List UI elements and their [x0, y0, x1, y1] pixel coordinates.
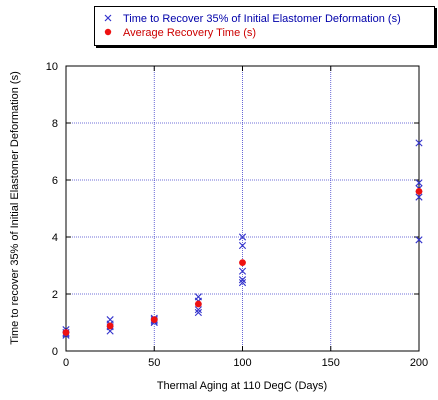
- legend-item-average: Average Recovery Time (s): [95, 26, 256, 40]
- dot-marker-icon: [95, 26, 123, 40]
- data-point-x: [415, 193, 423, 201]
- data-point-average: [106, 322, 114, 330]
- legend-item-elastomer: Time to Recover 35% of Initial Elastomer…: [95, 12, 401, 26]
- y-axis-label: Time to recover 35% of Initial Elastomer…: [9, 71, 21, 344]
- x-tick-label: 50: [148, 357, 160, 369]
- data-point-x: [238, 267, 247, 275]
- data-point-x: [238, 276, 247, 284]
- data-point-x: [415, 139, 423, 147]
- data-point-x: [194, 293, 202, 301]
- x-tick-label: 150: [322, 357, 340, 369]
- data-point-x: [194, 308, 202, 317]
- data-point-x: [106, 316, 114, 324]
- data-point-average: [62, 329, 70, 336]
- data-point-average: [239, 259, 246, 267]
- x-tick-label: 200: [410, 357, 428, 369]
- data-point-x: [194, 306, 202, 314]
- data-point-x: [415, 236, 423, 244]
- x-axis-label: Thermal Aging at 110 DegC (Days): [157, 380, 327, 392]
- legend: Time to Recover 35% of Initial Elastomer…: [94, 6, 435, 46]
- axis-ticks: 0 50 100 150 200 0 2 4 6 8 10: [46, 61, 428, 369]
- legend-label-average: Average Recovery Time (s): [123, 27, 257, 39]
- y-tick-label: 8: [52, 118, 58, 130]
- y-tick-label: 4: [52, 232, 58, 244]
- data-point-average: [194, 300, 202, 308]
- grid-lines: [66, 66, 419, 351]
- y-tick-label: 2: [52, 289, 58, 301]
- data-marks: [62, 139, 423, 339]
- data-point-x: [238, 279, 247, 287]
- data-point-average: [150, 316, 158, 324]
- x-marker-icon: [95, 12, 123, 26]
- data-point-average: [415, 188, 423, 195]
- data-point-x: [415, 179, 423, 187]
- legend-label-elastomer: Time to Recover 35% of Initial Elastomer…: [123, 13, 401, 25]
- data-point-x: [238, 233, 247, 241]
- data-point-x: [238, 241, 247, 250]
- y-tick-label: 10: [46, 61, 58, 73]
- y-tick-label: 0: [52, 346, 58, 358]
- x-tick-label: 100: [233, 357, 251, 369]
- y-tick-label: 6: [52, 175, 58, 187]
- x-tick-label: 0: [63, 357, 69, 369]
